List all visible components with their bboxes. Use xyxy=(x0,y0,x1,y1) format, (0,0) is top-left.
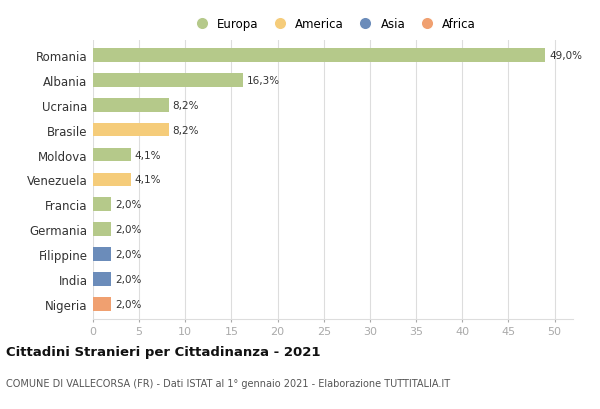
Bar xyxy=(93,272,112,286)
Text: 2,0%: 2,0% xyxy=(115,274,142,284)
Text: COMUNE DI VALLECORSA (FR) - Dati ISTAT al 1° gennaio 2021 - Elaborazione TUTTITA: COMUNE DI VALLECORSA (FR) - Dati ISTAT a… xyxy=(6,378,450,388)
Bar xyxy=(93,74,244,88)
Bar xyxy=(93,247,112,261)
Text: 2,0%: 2,0% xyxy=(115,299,142,309)
Bar xyxy=(93,173,131,187)
Text: 8,2%: 8,2% xyxy=(172,125,199,135)
Bar xyxy=(93,297,112,311)
Text: 16,3%: 16,3% xyxy=(247,76,280,85)
Text: 4,1%: 4,1% xyxy=(134,150,161,160)
Legend: Europa, America, Asia, Africa: Europa, America, Asia, Africa xyxy=(185,13,481,36)
Bar xyxy=(93,49,545,63)
Text: 49,0%: 49,0% xyxy=(549,51,582,61)
Bar xyxy=(93,198,112,211)
Bar xyxy=(93,148,131,162)
Bar xyxy=(93,99,169,112)
Text: 2,0%: 2,0% xyxy=(115,200,142,210)
Bar xyxy=(93,223,112,236)
Text: 2,0%: 2,0% xyxy=(115,225,142,235)
Bar xyxy=(93,124,169,137)
Text: 8,2%: 8,2% xyxy=(172,101,199,110)
Text: 2,0%: 2,0% xyxy=(115,249,142,259)
Text: Cittadini Stranieri per Cittadinanza - 2021: Cittadini Stranieri per Cittadinanza - 2… xyxy=(6,346,320,359)
Text: 4,1%: 4,1% xyxy=(134,175,161,185)
